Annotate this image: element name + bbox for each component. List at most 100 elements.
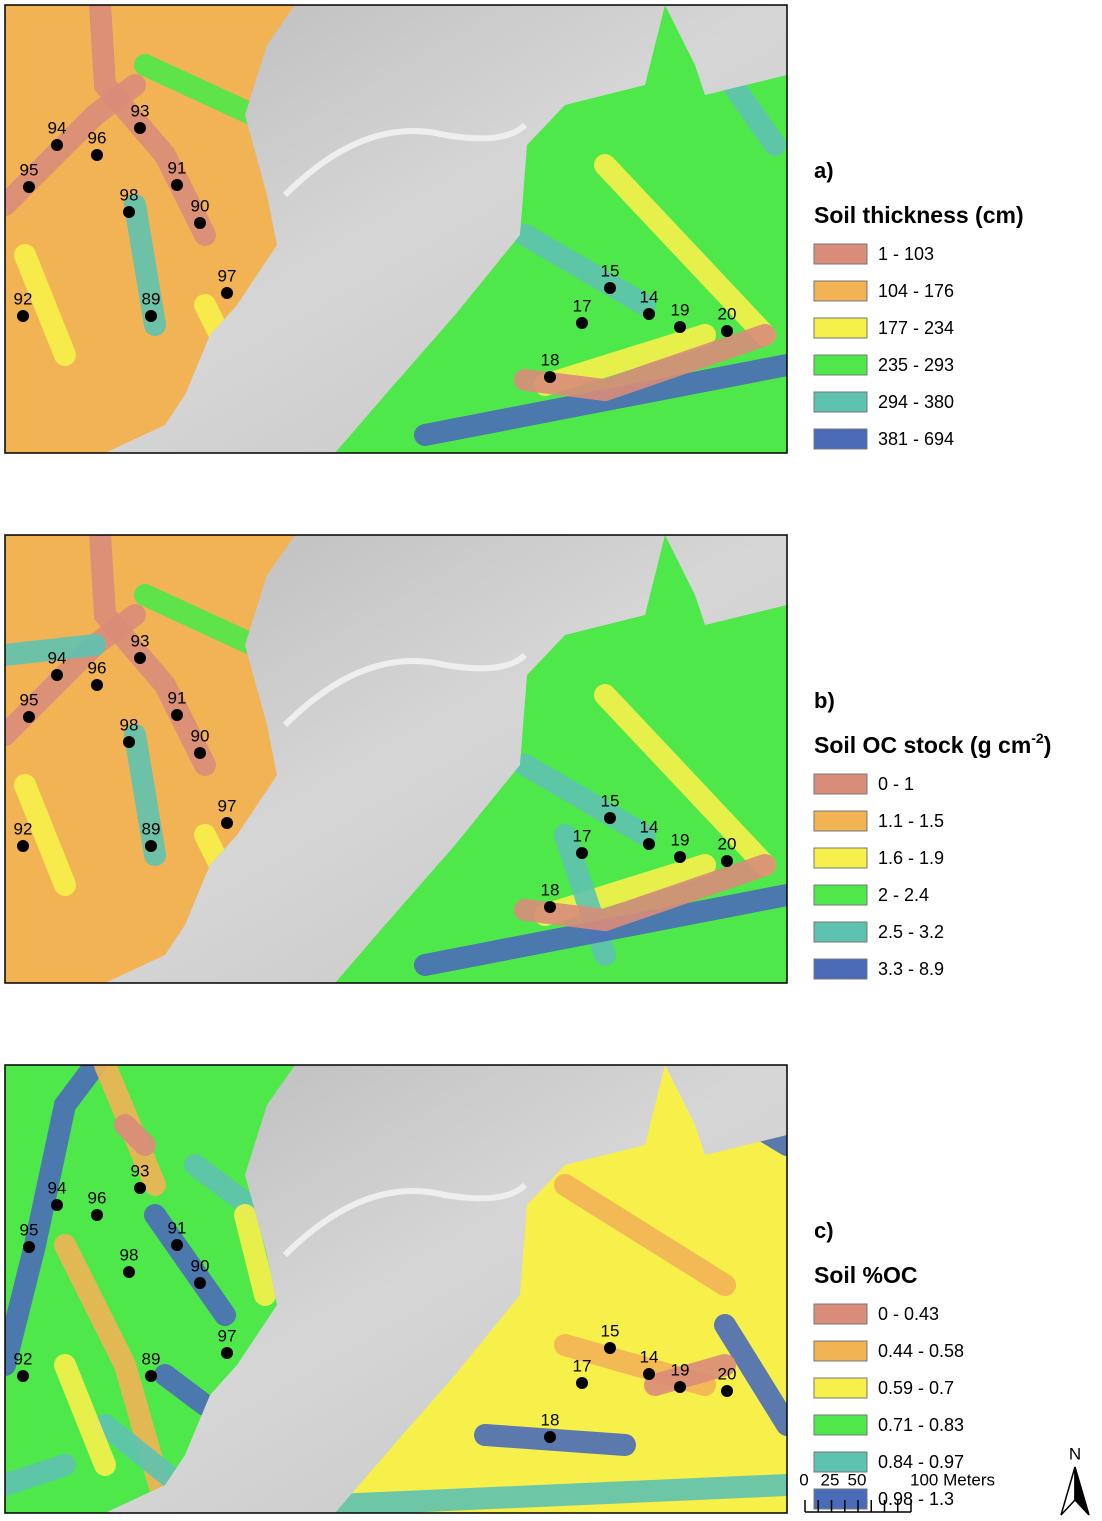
- legend-label: 0 - 0.43: [878, 1304, 939, 1324]
- legend-swatch: [814, 244, 867, 264]
- site-point: [171, 1239, 183, 1251]
- site-label: 91: [168, 1218, 187, 1237]
- north-arrow: [1061, 1467, 1075, 1515]
- panel-title: Soil %OC: [814, 1262, 918, 1288]
- title-suffix: ): [1044, 732, 1052, 758]
- title-text: Soil thickness (cm): [814, 202, 1024, 228]
- site-label: 93: [131, 631, 150, 650]
- site-label: 19: [671, 830, 690, 849]
- site-point: [123, 736, 135, 748]
- legend-swatch: [814, 922, 867, 942]
- legend-swatch: [814, 1452, 867, 1472]
- site-label: 89: [142, 1349, 161, 1368]
- legend-label: 1.1 - 1.5: [878, 811, 944, 831]
- legend-swatch: [814, 318, 867, 338]
- panel-label: c): [814, 1218, 834, 1243]
- site-label: 97: [218, 266, 237, 285]
- panel-label: a): [814, 158, 834, 183]
- site-point: [134, 652, 146, 664]
- site-point: [91, 1209, 103, 1221]
- site-point: [643, 838, 655, 850]
- site-point: [194, 217, 206, 229]
- site-point: [221, 1347, 233, 1359]
- map-content: [5, 5, 787, 453]
- legend-label: 0.71 - 0.83: [878, 1415, 964, 1435]
- panel-title: Soil OC stock (g cm-2): [814, 730, 1051, 758]
- site-point: [576, 1377, 588, 1389]
- north-label: N: [1069, 1444, 1081, 1463]
- site-point: [643, 308, 655, 320]
- site-label: 94: [48, 648, 67, 667]
- site-point: [91, 149, 103, 161]
- site-label: 98: [120, 715, 139, 734]
- site-label: 95: [20, 690, 39, 709]
- site-label: 20: [718, 834, 737, 853]
- site-label: 19: [671, 300, 690, 319]
- legend-swatch: [814, 355, 867, 375]
- legend-label: 294 - 380: [878, 392, 954, 412]
- scale-label: 50: [848, 1470, 867, 1489]
- site-point: [23, 1241, 35, 1253]
- site-label: 17: [573, 1356, 592, 1375]
- site-label: 90: [191, 1256, 210, 1275]
- site-label: 96: [88, 1188, 107, 1207]
- panel-label: b): [814, 688, 835, 713]
- site-label: 15: [601, 261, 620, 280]
- panel-title: Soil thickness (cm): [814, 202, 1024, 228]
- site-label: 19: [671, 1360, 690, 1379]
- site-point: [134, 122, 146, 134]
- legend-swatch: [814, 1489, 867, 1509]
- site-label: 20: [718, 1364, 737, 1383]
- site-label: 91: [168, 158, 187, 177]
- legend-swatch: [814, 774, 867, 794]
- site-label: 93: [131, 1161, 150, 1180]
- site-label: 96: [88, 658, 107, 677]
- site-point: [17, 1370, 29, 1382]
- legend-swatch: [814, 885, 867, 905]
- legend-swatch: [814, 811, 867, 831]
- site-point: [721, 325, 733, 337]
- site-label: 14: [640, 287, 659, 306]
- legend-label: 381 - 694: [878, 429, 954, 449]
- site-label: 90: [191, 196, 210, 215]
- site-label: 14: [640, 817, 659, 836]
- site-point: [604, 1342, 616, 1354]
- map-content: [5, 535, 787, 983]
- legend-swatch: [814, 281, 867, 301]
- site-label: 18: [541, 880, 560, 899]
- site-label: 90: [191, 726, 210, 745]
- site-label: 18: [541, 1410, 560, 1429]
- site-point: [171, 709, 183, 721]
- site-point: [576, 847, 588, 859]
- legend-swatch: [814, 1378, 867, 1398]
- site-point: [123, 206, 135, 218]
- legend-label: 0.84 - 0.97: [878, 1452, 964, 1472]
- site-label: 97: [218, 796, 237, 815]
- site-point: [643, 1368, 655, 1380]
- legend-swatch: [814, 1415, 867, 1435]
- site-point: [674, 1381, 686, 1393]
- site-point: [123, 1266, 135, 1278]
- site-point: [17, 840, 29, 852]
- site-label: 15: [601, 1321, 620, 1340]
- site-point: [145, 1370, 157, 1382]
- site-point: [134, 1182, 146, 1194]
- legend-label: 104 - 176: [878, 281, 954, 301]
- map-panel: 94939695919890979289151714192018: [5, 5, 787, 453]
- site-label: 89: [142, 819, 161, 838]
- site-point: [544, 1431, 556, 1443]
- site-point: [194, 1277, 206, 1289]
- site-label: 98: [120, 185, 139, 204]
- site-label: 96: [88, 128, 107, 147]
- site-point: [576, 317, 588, 329]
- site-label: 18: [541, 350, 560, 369]
- title-text: Soil OC stock (g cm: [814, 732, 1031, 758]
- site-point: [17, 310, 29, 322]
- north-arrow: [1075, 1467, 1089, 1515]
- title-superscript: -2: [1031, 730, 1044, 746]
- site-label: 97: [218, 1326, 237, 1345]
- legend-label: 2 - 2.4: [878, 885, 929, 905]
- site-label: 92: [14, 1349, 33, 1368]
- legend-label: 235 - 293: [878, 355, 954, 375]
